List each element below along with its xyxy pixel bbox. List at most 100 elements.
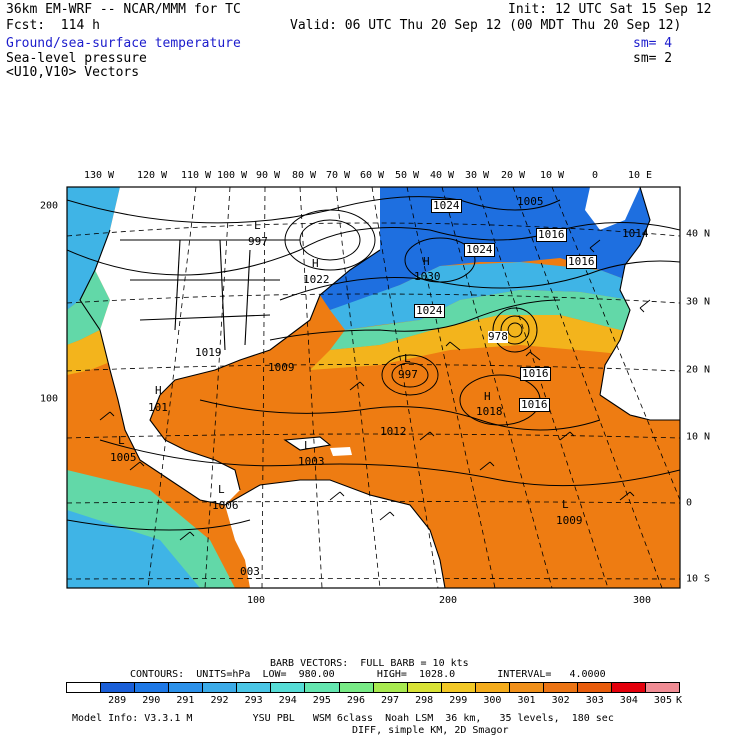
- high-mark: H: [312, 257, 319, 270]
- lon-label: 30 W: [464, 170, 490, 181]
- color-scale-swatch: [576, 683, 611, 692]
- color-scale-label: 305: [653, 695, 672, 706]
- lon-label: 40 W: [429, 170, 455, 181]
- color-scale-label: 290: [142, 695, 161, 706]
- map-frame: [66, 186, 681, 589]
- south-pacific-mild: [67, 470, 235, 588]
- hispaniola-land: [330, 447, 352, 456]
- low-mark: L: [118, 434, 125, 447]
- low-value: 1009: [556, 514, 583, 527]
- boxed-contour-label: 1016: [519, 398, 550, 412]
- lon-label: 0: [591, 170, 599, 181]
- lon-label: 100 W: [216, 170, 248, 181]
- pacific-mild: [67, 270, 110, 345]
- lon-label: 10 W: [539, 170, 565, 181]
- boxed-contour-label: 1016: [520, 367, 551, 381]
- low-value: 997: [398, 368, 418, 381]
- low-value: 1006: [212, 499, 239, 512]
- mild-water: [330, 290, 680, 350]
- lat-label: 40 N: [686, 228, 711, 240]
- cold-water: [320, 187, 680, 310]
- boxed-contour-label: 1024: [431, 199, 462, 213]
- lat-label: 10 N: [686, 431, 711, 443]
- color-scale-swatch: [270, 683, 305, 692]
- lon-label: 60 W: [359, 170, 385, 181]
- contour-label: 1012: [380, 425, 407, 438]
- lon-label: 50 W: [394, 170, 420, 181]
- color-scale-swatch: [645, 683, 680, 692]
- color-scale-swatch: [338, 683, 373, 692]
- lon-label: 110 W: [180, 170, 212, 181]
- color-scale-label: 303: [585, 695, 604, 706]
- boxed-contour-label: 1024: [464, 243, 495, 257]
- color-scale-swatch: [440, 683, 475, 692]
- lon-label: 10 E: [627, 170, 653, 181]
- lat-label: 20 N: [686, 364, 711, 376]
- contour-label: 1014: [622, 227, 649, 240]
- color-scale-swatch: [304, 683, 339, 692]
- color-scale-label: 292: [210, 695, 229, 706]
- valid-time: Valid: 06 UTC Thu 20 Sep 12 (00 MDT Thu …: [290, 18, 682, 33]
- color-scale-label: 289: [108, 695, 127, 706]
- lat-label: 0: [686, 497, 693, 509]
- color-scale-label: 293: [244, 695, 263, 706]
- lon-label: 120 W: [136, 170, 168, 181]
- field-slp-label: Sea-level pressure: [6, 51, 147, 66]
- color-scale-label: 300: [483, 695, 502, 706]
- color-scale-swatch: [542, 683, 577, 692]
- europe-land: [585, 187, 640, 230]
- color-scale-swatch: [236, 683, 271, 692]
- high-value: 101: [148, 401, 168, 414]
- high-value: 1030: [414, 270, 441, 283]
- wind-barbs: [99, 239, 651, 541]
- color-scale-swatch: [474, 683, 509, 692]
- color-scale-swatch: [168, 683, 203, 692]
- color-scale-swatch: [202, 683, 237, 692]
- scale-unit: K: [676, 695, 683, 706]
- high-mark: H: [423, 255, 430, 268]
- color-scale-label: 296: [346, 695, 365, 706]
- grid-x-tick: 300: [632, 595, 652, 606]
- lon-label: 90 W: [255, 170, 281, 181]
- high-value: 1018: [476, 405, 503, 418]
- north-america-land: [67, 187, 380, 505]
- color-scale-swatch: [134, 683, 169, 692]
- field-sst-smoothing: sm= 4: [633, 36, 673, 51]
- lon-label: 20 W: [500, 170, 526, 181]
- south-america-land: [225, 480, 445, 588]
- high-mark: H: [484, 390, 491, 403]
- barb-legend: BARB VECTORS: FULL BARB = 10 kts: [270, 658, 469, 669]
- lon-label: 70 W: [325, 170, 351, 181]
- boxed-contour-label: 1005: [517, 195, 544, 208]
- color-scale-swatch: [508, 683, 543, 692]
- high-value: 1022: [303, 273, 330, 286]
- lon-label: 80 W: [291, 170, 317, 181]
- forecast-hour: Fcst: 114 h: [6, 18, 100, 33]
- grid-x-tick: 100: [246, 595, 266, 606]
- field-slp-smoothing: sm= 2: [633, 51, 673, 66]
- grid-x-tick: 200: [438, 595, 458, 606]
- color-scale-bar: [66, 682, 680, 693]
- color-scale-label: 299: [449, 695, 468, 706]
- boxed-contour-label: 1016: [566, 255, 597, 269]
- diff-info: DIFF, simple KM, 2D Smagor: [352, 725, 509, 736]
- low-mark: L: [218, 483, 225, 496]
- contour-label: 1019: [195, 346, 222, 359]
- low-mark: L: [404, 352, 411, 365]
- color-scale-swatch: [67, 683, 101, 692]
- color-scale-label: 298: [415, 695, 434, 706]
- color-scale-label: 294: [278, 695, 297, 706]
- field-vectors-label: <U10,V10> Vectors: [6, 65, 140, 80]
- contour-label: 978: [488, 330, 508, 343]
- color-scale-swatch: [100, 683, 135, 692]
- low-mark: L: [562, 498, 569, 511]
- color-scale-label: 304: [619, 695, 638, 706]
- color-scale-label: 297: [381, 695, 400, 706]
- low-value: 1003: [298, 455, 325, 468]
- color-scale-swatch: [611, 683, 646, 692]
- color-scale-label: 302: [551, 695, 570, 706]
- color-scale-label: 295: [312, 695, 331, 706]
- grid-y-tick: 200: [40, 200, 59, 212]
- grid-y-tick: 100: [40, 393, 59, 405]
- low-value: 997: [248, 235, 268, 248]
